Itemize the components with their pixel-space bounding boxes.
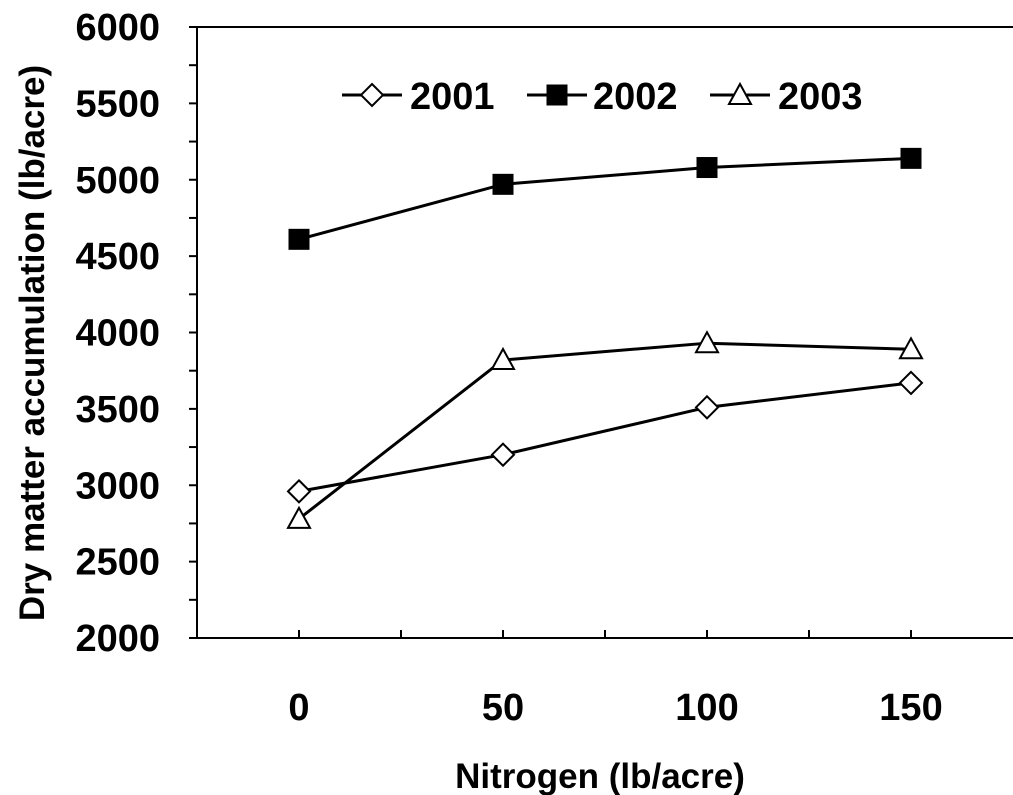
series-group xyxy=(286,147,924,529)
x-tick-label: 150 xyxy=(879,687,942,729)
legend-marker-2003 xyxy=(727,81,753,105)
data-point-2001 xyxy=(286,478,312,504)
x-tick-label: 50 xyxy=(482,687,524,729)
series-line-2001 xyxy=(298,381,912,493)
axes xyxy=(196,26,1013,639)
data-point-2003 xyxy=(694,330,720,354)
series-line-2002 xyxy=(298,156,912,241)
x-tick-label: 0 xyxy=(288,687,309,729)
y-tick-label: 5500 xyxy=(75,83,160,125)
x-axis-ticks: 0 50 100 150 xyxy=(288,630,943,729)
x-tick-label: 100 xyxy=(675,687,738,729)
legend-item-2001: 2001 xyxy=(342,76,495,118)
data-point-2002 xyxy=(900,147,922,169)
legend-item-2002: 2002 xyxy=(527,76,678,118)
legend-marker-2002 xyxy=(546,84,568,106)
y-tick-label: 5000 xyxy=(75,160,160,202)
data-point-2003 xyxy=(286,505,312,529)
data-point-2001 xyxy=(694,394,720,420)
data-point-2002 xyxy=(492,173,514,195)
legend-label: 2003 xyxy=(778,76,863,118)
series-2003 xyxy=(286,330,924,529)
y-tick-label: 6000 xyxy=(75,7,160,49)
series-2002 xyxy=(288,147,922,250)
y-tick-label: 3000 xyxy=(75,465,160,507)
legend-label: 2001 xyxy=(410,76,495,118)
data-point-2003 xyxy=(898,336,924,360)
series-2001 xyxy=(286,370,924,504)
series-line-2003 xyxy=(298,341,912,521)
data-point-2002 xyxy=(288,228,310,250)
y-tick-label: 4000 xyxy=(75,313,160,355)
x-axis-title: Nitrogen (lb/acre) xyxy=(455,757,745,795)
data-point-2001 xyxy=(490,442,516,468)
legend-item-2003: 2003 xyxy=(710,76,863,118)
legend-marker-2001 xyxy=(359,82,385,108)
y-axis-title: Dry matter accumulation (lb/acre) xyxy=(13,65,52,621)
y-tick-label: 2000 xyxy=(75,618,160,660)
y-axis-ticks: 2000 2500 3000 3500 4000 4500 5000 5500 6000 xyxy=(75,7,197,660)
legend-label: 2002 xyxy=(593,76,678,118)
y-tick-label: 3500 xyxy=(75,389,160,431)
data-point-2001 xyxy=(898,370,924,396)
y-tick-label: 2500 xyxy=(75,542,160,584)
y-tick-label: 4500 xyxy=(75,236,160,278)
legend: 2001 2002 2003 xyxy=(342,76,863,118)
data-point-2002 xyxy=(696,157,718,179)
data-point-2003 xyxy=(490,346,516,370)
